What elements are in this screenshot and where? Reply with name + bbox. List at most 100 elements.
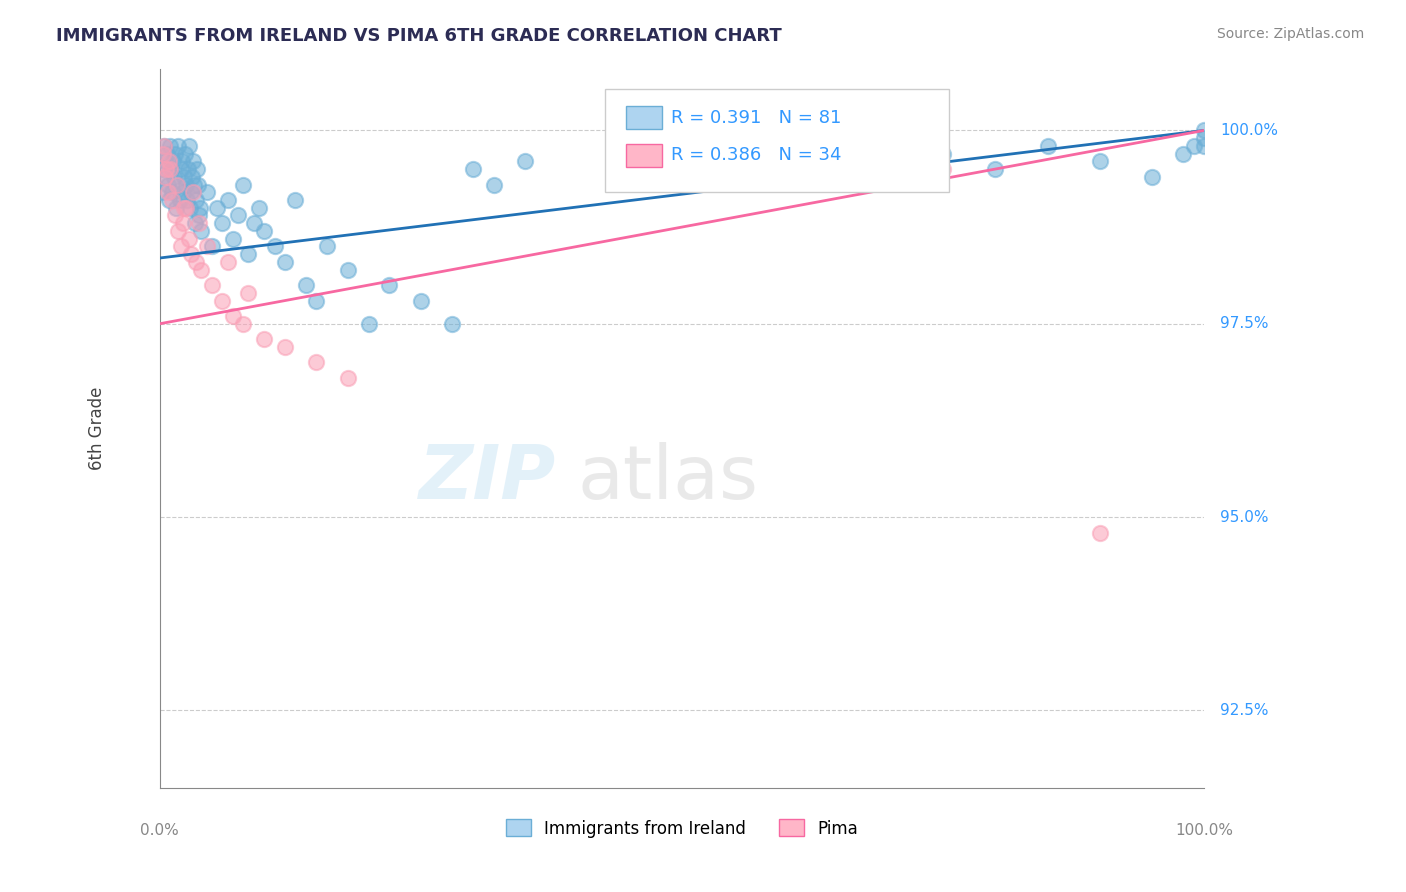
Point (305, 355, 328, 369)
Point (187, 178, 209, 192)
Point (482, 178, 505, 192)
Point (195, 186, 218, 200)
Point (174, 201, 197, 215)
Point (253, 224, 276, 238)
Point (174, 178, 197, 192)
Point (181, 169, 204, 184)
Point (932, 162, 955, 177)
Point (336, 371, 359, 385)
Point (378, 278, 401, 293)
Text: 95.0%: 95.0% (1220, 509, 1268, 524)
Point (165, 209, 187, 223)
Point (165, 146, 187, 161)
Point (186, 255, 208, 269)
Point (169, 239, 191, 253)
Point (160, 162, 183, 177)
Point (152, 162, 174, 177)
Point (409, 293, 432, 308)
Point (156, 146, 179, 161)
Point (1036, 139, 1059, 153)
Point (247, 201, 270, 215)
Point (157, 193, 180, 207)
Point (190, 201, 212, 215)
Point (201, 239, 224, 253)
Point (1192, 123, 1215, 137)
Point (619, 139, 641, 153)
Point (153, 139, 176, 153)
Point (153, 139, 176, 153)
Point (173, 201, 195, 215)
Text: 100.0%: 100.0% (1220, 123, 1278, 138)
Point (222, 309, 245, 323)
Text: ZIP: ZIP (419, 442, 557, 515)
Point (201, 278, 224, 293)
Point (1192, 139, 1215, 153)
Point (186, 162, 208, 177)
Point (222, 232, 245, 246)
Point (1192, 131, 1215, 145)
Point (232, 317, 254, 331)
Point (186, 193, 208, 207)
Point (217, 255, 239, 269)
Point (176, 193, 198, 207)
Point (232, 178, 254, 192)
Point (153, 154, 176, 169)
Point (211, 216, 233, 230)
Point (183, 178, 205, 192)
Point (253, 332, 276, 346)
Point (169, 162, 191, 177)
Text: 97.5%: 97.5% (1220, 317, 1268, 331)
Point (153, 169, 176, 184)
Point (188, 209, 211, 223)
Point (305, 293, 328, 308)
Point (880, 169, 903, 184)
Point (155, 169, 177, 184)
Point (165, 201, 187, 215)
Point (217, 193, 239, 207)
Point (242, 216, 264, 230)
Point (172, 186, 194, 200)
Point (284, 193, 307, 207)
Point (238, 247, 260, 261)
Point (152, 146, 174, 161)
Point (274, 255, 297, 269)
Point (274, 340, 297, 354)
Point (166, 178, 188, 192)
Point (177, 232, 200, 246)
Point (173, 169, 195, 184)
Point (295, 278, 318, 293)
Text: 92.5%: 92.5% (1220, 703, 1268, 718)
Point (170, 154, 193, 169)
Point (188, 216, 211, 230)
Point (671, 162, 693, 177)
Point (166, 178, 188, 192)
Text: R = 0.386   N = 34: R = 0.386 N = 34 (671, 146, 841, 164)
Point (173, 146, 195, 161)
Text: 0.0%: 0.0% (141, 822, 179, 838)
Point (163, 169, 186, 184)
Text: 100.0%: 100.0% (1175, 822, 1233, 838)
Point (205, 201, 228, 215)
Point (155, 162, 177, 177)
Point (172, 216, 194, 230)
Point (160, 193, 183, 207)
Point (238, 285, 260, 300)
Point (263, 239, 285, 253)
Point (177, 162, 200, 177)
Point (181, 186, 204, 200)
Point (984, 162, 1007, 177)
Point (157, 154, 180, 169)
Text: R = 0.391   N = 81: R = 0.391 N = 81 (671, 109, 841, 127)
Point (190, 262, 212, 277)
Point (169, 193, 191, 207)
Text: Source: ZipAtlas.com: Source: ZipAtlas.com (1216, 27, 1364, 41)
Point (932, 146, 955, 161)
Point (184, 216, 207, 230)
Point (177, 139, 200, 153)
Point (1173, 146, 1195, 161)
Point (195, 239, 218, 253)
Text: atlas: atlas (578, 442, 758, 515)
Point (775, 154, 797, 169)
Point (180, 247, 202, 261)
Point (159, 162, 181, 177)
